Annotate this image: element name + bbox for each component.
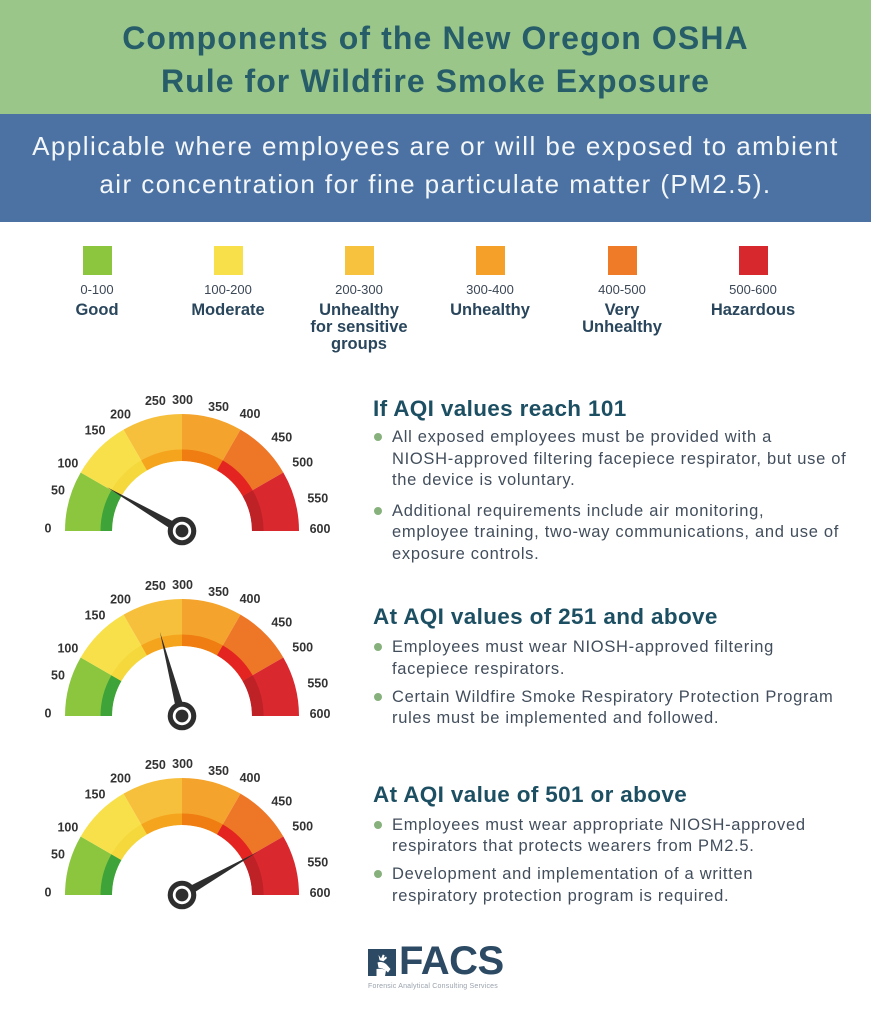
svg-text:50: 50	[51, 668, 65, 682]
svg-text:250: 250	[145, 579, 166, 593]
svg-text:100: 100	[57, 456, 78, 470]
svg-text:450: 450	[271, 615, 292, 629]
svg-text:350: 350	[208, 585, 229, 599]
svg-text:450: 450	[271, 430, 292, 444]
svg-text:350: 350	[208, 400, 229, 414]
svg-text:400: 400	[240, 592, 261, 606]
svg-text:450: 450	[271, 794, 292, 808]
svg-text:300: 300	[172, 757, 193, 771]
svg-text:550: 550	[307, 491, 328, 505]
svg-text:500: 500	[292, 455, 313, 469]
svg-text:200: 200	[110, 407, 131, 421]
svg-text:150: 150	[85, 423, 106, 437]
svg-text:150: 150	[85, 608, 106, 622]
svg-text:250: 250	[145, 758, 166, 772]
svg-text:400: 400	[240, 407, 261, 421]
svg-text:300: 300	[172, 393, 193, 407]
svg-text:500: 500	[292, 819, 313, 833]
svg-text:350: 350	[208, 764, 229, 778]
svg-text:600: 600	[310, 522, 331, 536]
svg-text:50: 50	[51, 847, 65, 861]
svg-text:100: 100	[57, 820, 78, 834]
svg-text:550: 550	[307, 855, 328, 869]
svg-text:250: 250	[145, 394, 166, 408]
svg-text:50: 50	[51, 483, 65, 497]
svg-text:200: 200	[110, 592, 131, 606]
svg-text:0: 0	[45, 706, 52, 720]
svg-text:600: 600	[310, 707, 331, 721]
svg-text:600: 600	[310, 886, 331, 900]
svg-text:150: 150	[85, 787, 106, 801]
svg-text:200: 200	[110, 771, 131, 785]
svg-text:0: 0	[45, 521, 52, 535]
svg-text:550: 550	[307, 676, 328, 690]
svg-text:0: 0	[45, 885, 52, 899]
svg-text:100: 100	[57, 641, 78, 655]
svg-text:300: 300	[172, 578, 193, 592]
svg-text:500: 500	[292, 640, 313, 654]
svg-text:400: 400	[240, 771, 261, 785]
